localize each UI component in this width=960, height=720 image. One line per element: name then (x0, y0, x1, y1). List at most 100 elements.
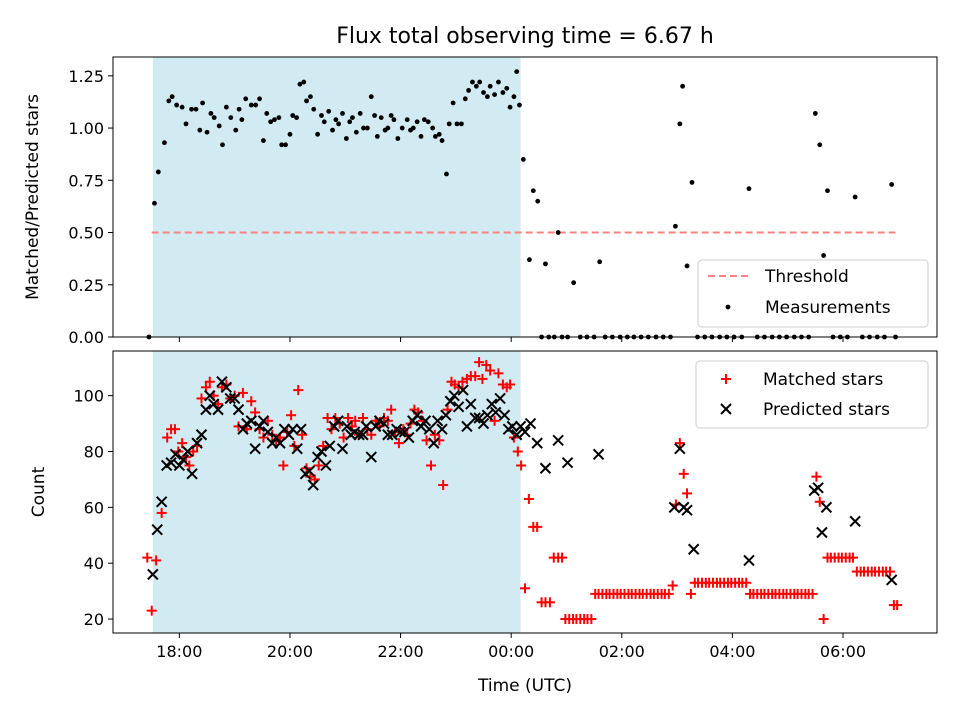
measurement-point (319, 113, 324, 118)
measurement-point (223, 104, 229, 110)
matched-point (586, 614, 597, 625)
measurement-point (492, 92, 497, 98)
measurement-point (261, 138, 266, 143)
legend-predicted-swatch (720, 403, 732, 415)
predicted-point (431, 415, 444, 427)
legend-threshold-label: Threshold (764, 267, 849, 287)
bottom-y-tick-label: 100 (73, 387, 104, 406)
measurement-point (436, 131, 442, 137)
measurement-point (253, 102, 259, 108)
measurement-point (347, 119, 353, 125)
predicted-point (506, 420, 518, 433)
predicted-point (448, 389, 460, 402)
predicted-point (228, 392, 241, 405)
measurement-point (243, 96, 249, 102)
measurement-point (152, 200, 157, 206)
measurement-point (297, 81, 303, 87)
bottom-legend-box (695, 360, 929, 429)
measurement-point (340, 111, 345, 116)
measurement-point (279, 142, 285, 148)
matched-point (663, 588, 674, 599)
predicted-point (341, 420, 353, 433)
predicted-point (249, 443, 261, 455)
measurement-point (200, 100, 205, 106)
predicted-point (461, 420, 473, 433)
matched-point (278, 460, 289, 471)
predicted-point (519, 426, 531, 438)
matched-point (807, 588, 818, 599)
matched-point (470, 371, 481, 382)
predicted-points (147, 376, 898, 586)
matched-point (847, 552, 858, 563)
predicted-point (674, 443, 686, 455)
matched-point (814, 496, 825, 507)
measurement-point (216, 123, 222, 129)
measurement-point (511, 94, 517, 100)
predicted-point (403, 431, 415, 444)
predicted-point (428, 437, 440, 449)
predicted-point (489, 406, 502, 419)
matched-point (386, 404, 397, 415)
x-tick-label: 04:00 (709, 642, 755, 661)
measurement-point (825, 188, 830, 194)
matched-point (884, 566, 895, 577)
predicted-point (311, 451, 324, 463)
measurement-point (315, 131, 321, 137)
matched-point (246, 396, 257, 407)
matched-point (557, 552, 568, 563)
measurement-point (543, 261, 548, 267)
matched-point (142, 552, 153, 563)
measurement-point (193, 106, 199, 112)
x-tick-label: 02:00 (599, 642, 645, 661)
matched-point (184, 460, 195, 471)
predicted-point (295, 423, 307, 435)
matched-point (233, 421, 244, 432)
predicted-point (357, 429, 369, 441)
measurement-point (500, 90, 506, 95)
measurement-point (684, 263, 690, 269)
measurement-points (146, 69, 898, 340)
matched-point (204, 376, 215, 387)
predicted-point (440, 409, 452, 421)
measurement-point (385, 125, 391, 131)
measurement-point (272, 117, 277, 123)
predicted-point (270, 431, 282, 444)
predicted-point (324, 440, 336, 452)
predicted-point (539, 462, 552, 474)
predicted-point (524, 417, 537, 430)
measurement-point (473, 83, 479, 89)
predicted-point (147, 568, 159, 581)
measurement-point (374, 134, 380, 139)
predicted-point (287, 423, 299, 435)
measurement-point (208, 111, 214, 116)
measurement-point (504, 85, 510, 91)
x-tick-label: 20:00 (267, 642, 313, 661)
matched-point (520, 583, 530, 594)
matched-point (505, 379, 516, 390)
measurement-point (308, 94, 313, 100)
predicted-point (486, 398, 498, 410)
predicted-point (687, 543, 700, 555)
measurement-point (484, 94, 490, 100)
measurement-point (311, 106, 317, 112)
measurement-point (459, 121, 464, 127)
measurement-point (433, 134, 438, 139)
predicted-point (561, 456, 574, 469)
measurement-point (357, 111, 363, 116)
predicted-point (481, 409, 494, 421)
top-panel: 0.00 0.25 0.50 0.75 1.00 1.25 Matched/Predict… (23, 56, 938, 347)
predicted-point (253, 420, 266, 433)
measurement-point (283, 142, 288, 148)
matched-point (532, 521, 543, 532)
measurement-point (689, 179, 695, 185)
predicted-point (328, 420, 340, 433)
top-y-tick-label: 0.50 (68, 224, 104, 243)
measurement-point (233, 127, 239, 133)
matched-point (523, 493, 534, 504)
predicted-point (232, 403, 245, 416)
matched-point (177, 438, 188, 449)
measurement-point (597, 259, 603, 265)
predicted-point (510, 429, 523, 441)
top-y-label: Matched/Predicted stars (23, 94, 43, 300)
measurement-point (336, 121, 342, 127)
